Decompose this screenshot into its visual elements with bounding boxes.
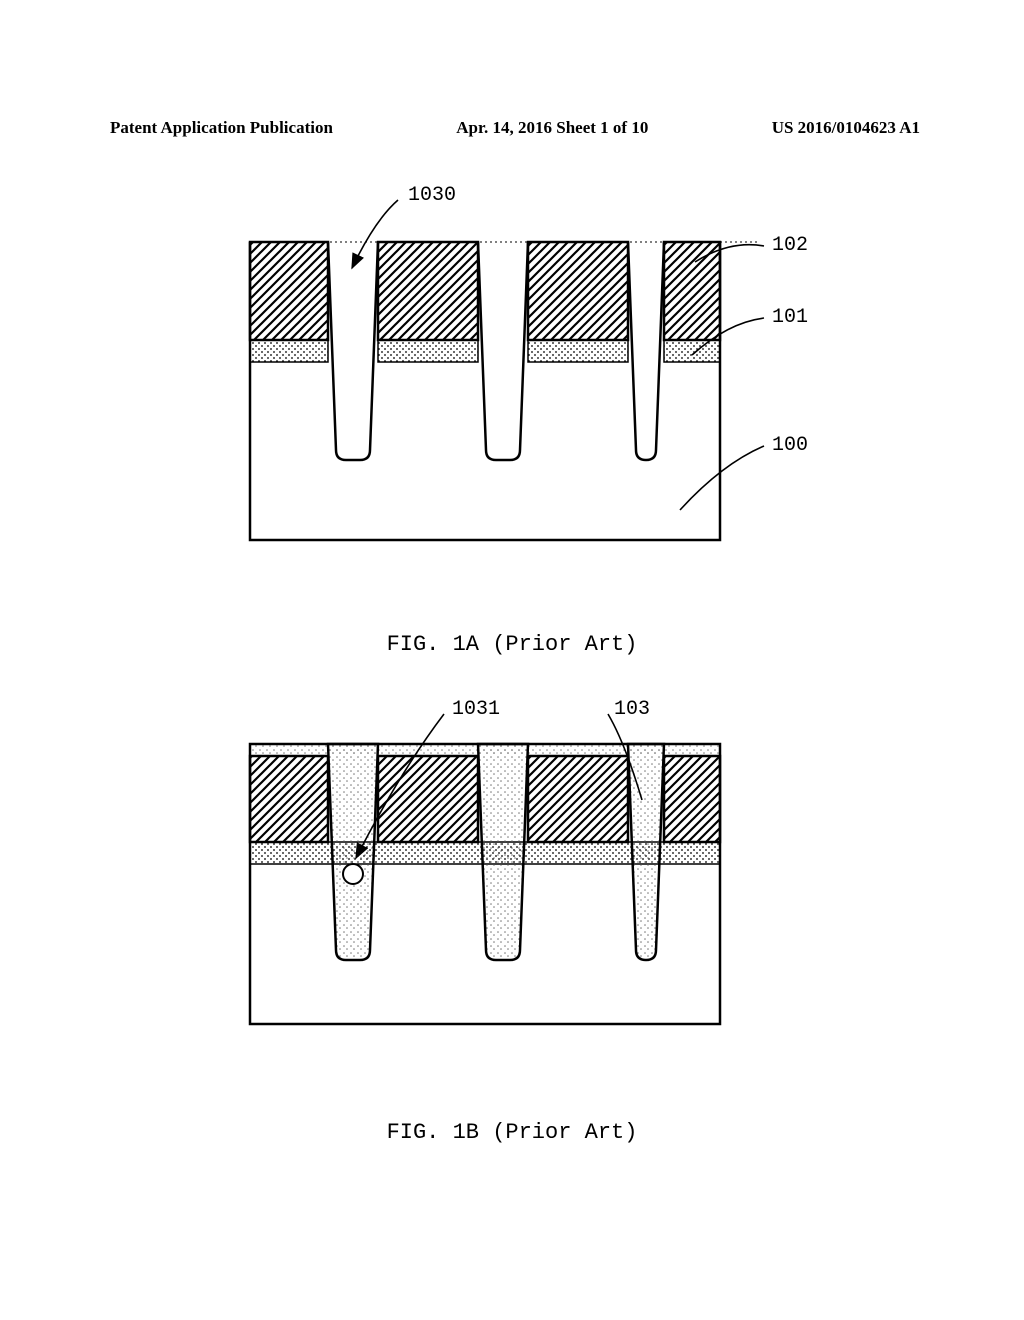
svg-text:1030: 1030 xyxy=(408,184,456,207)
svg-text:101: 101 xyxy=(772,306,808,329)
svg-text:1031: 1031 xyxy=(452,698,500,721)
header-right: US 2016/0104623 A1 xyxy=(772,118,920,138)
figure-1a-caption: FIG. 1A (Prior Art) xyxy=(0,632,1024,657)
figure-1b-caption: FIG. 1B (Prior Art) xyxy=(0,1120,1024,1145)
figure-1b: 1031 103 xyxy=(250,698,720,1024)
figure-1a: 1030 102 101 100 xyxy=(250,184,808,540)
svg-text:102: 102 xyxy=(772,234,808,257)
svg-text:103: 103 xyxy=(614,698,650,721)
page-header: Patent Application Publication Apr. 14, … xyxy=(0,118,1024,138)
svg-text:100: 100 xyxy=(772,434,808,457)
header-left: Patent Application Publication xyxy=(110,118,333,138)
header-center: Apr. 14, 2016 Sheet 1 of 10 xyxy=(456,118,648,138)
